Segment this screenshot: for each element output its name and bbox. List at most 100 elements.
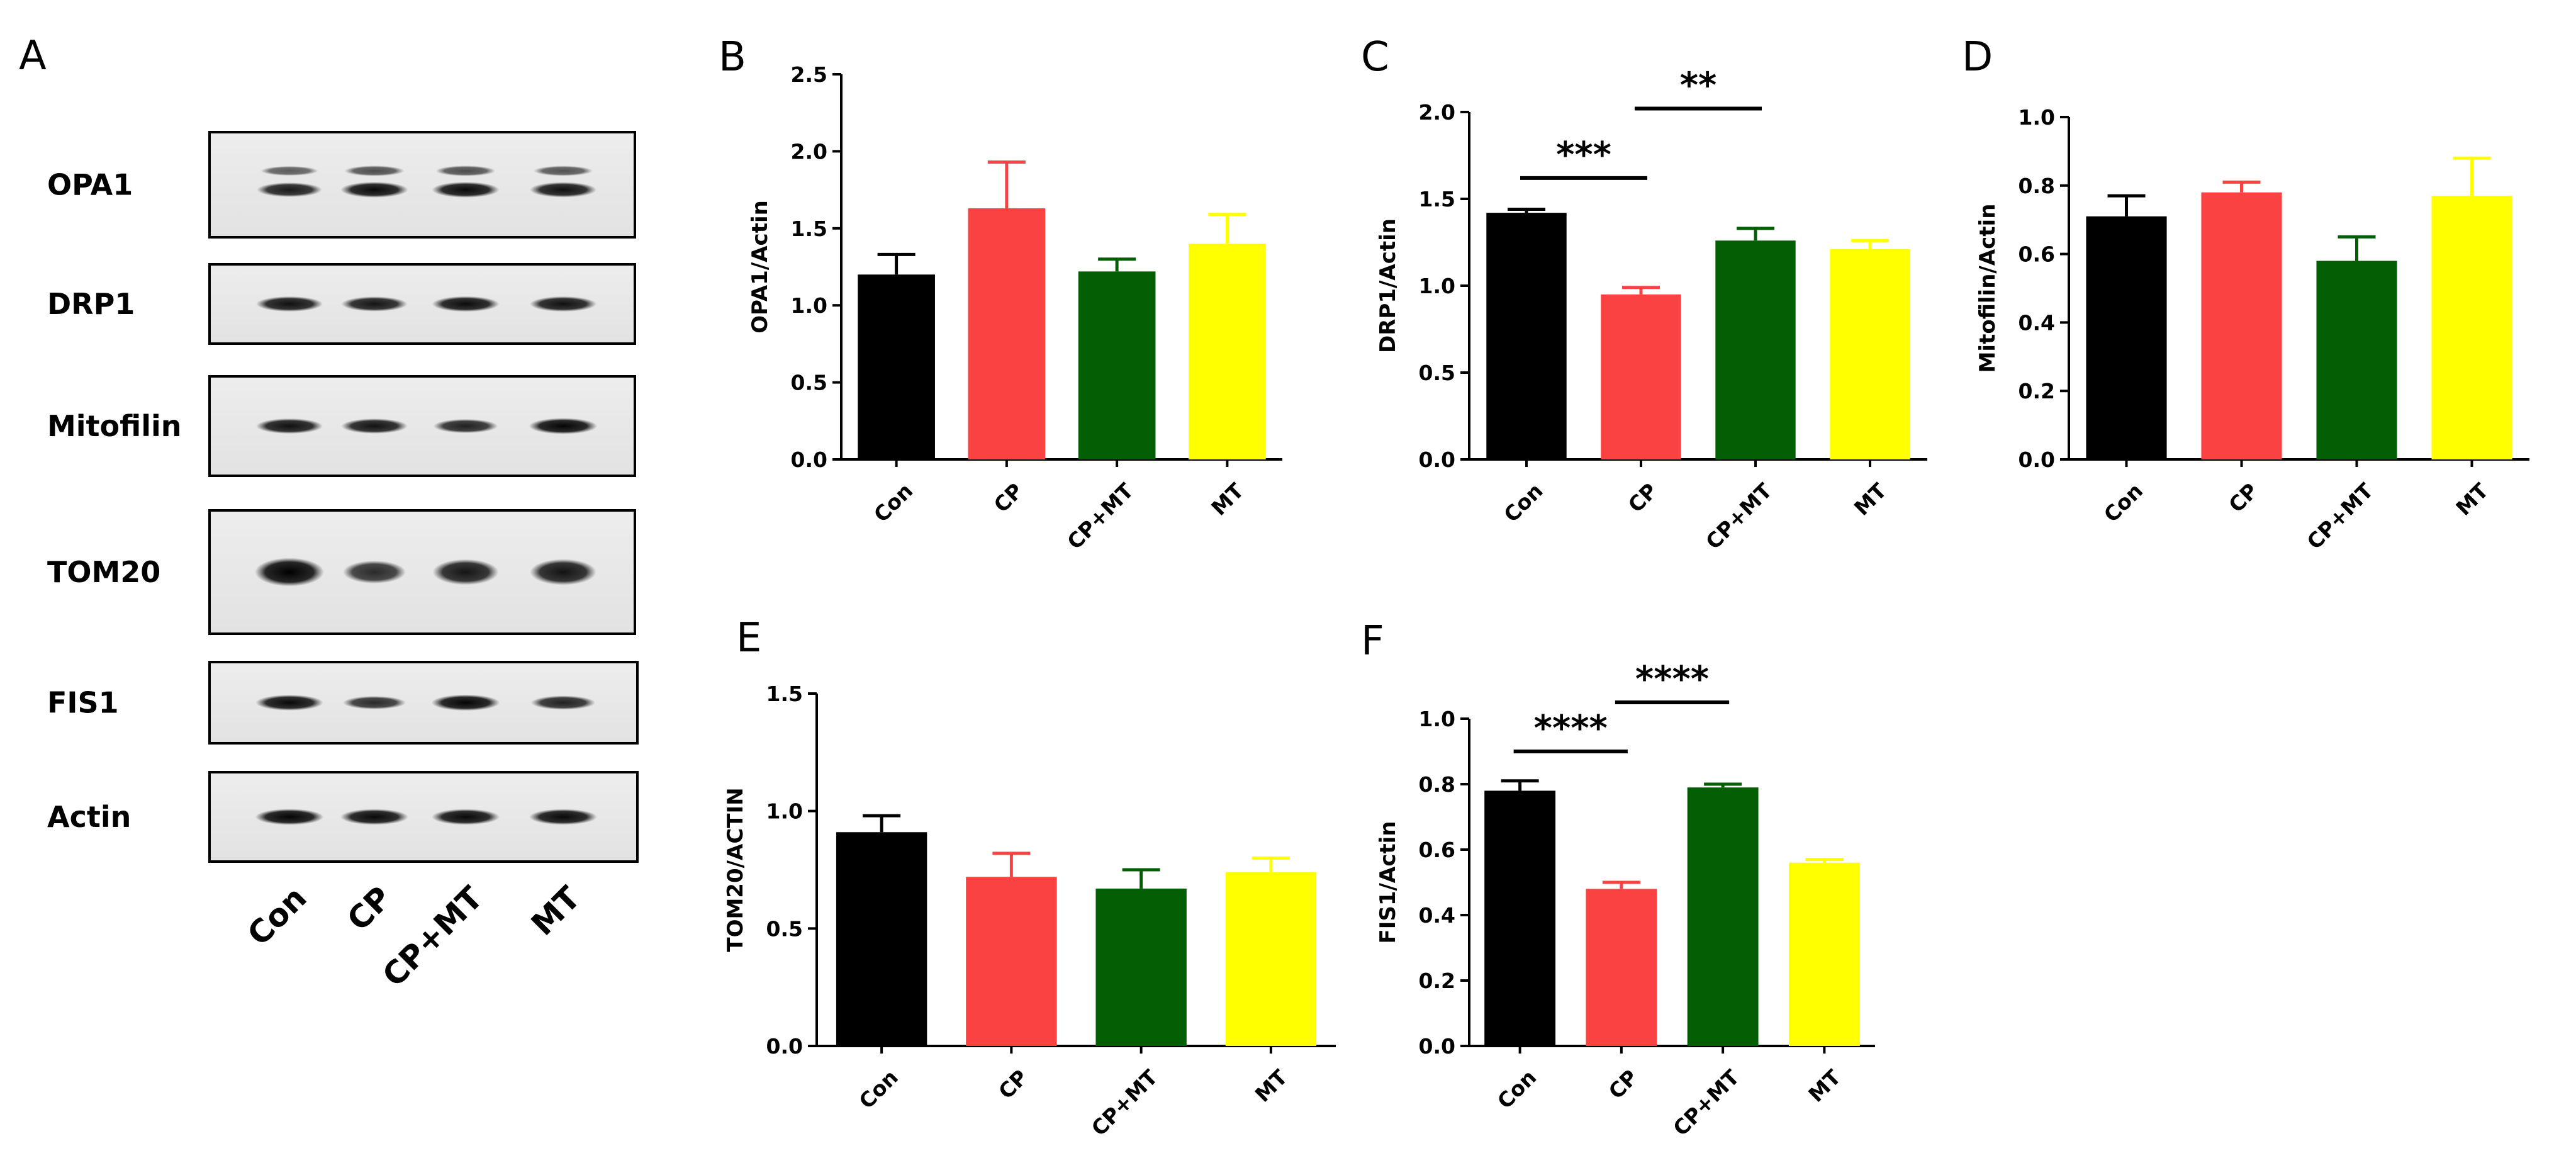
bar (966, 877, 1057, 1046)
y-tick-label: 0.8 (2019, 174, 2055, 198)
blot-band (432, 809, 500, 825)
significance-label: ** (1680, 65, 1717, 106)
y-tick-label: 0.0 (791, 447, 827, 472)
y-tick-label: 0.2 (2019, 379, 2055, 403)
blot-label: DRP1 (47, 287, 135, 321)
blot-band (255, 694, 323, 711)
blot-band (530, 559, 596, 585)
x-tick-label: CP+MT (1701, 478, 1777, 554)
x-tick-label: Con (869, 478, 917, 527)
lane-label: MT (524, 879, 587, 942)
bar (1189, 244, 1266, 459)
bar (858, 274, 935, 459)
bar (1687, 787, 1759, 1046)
blot-label: OPA1 (47, 168, 133, 202)
blot-label: Actin (47, 800, 131, 834)
bar (2201, 192, 2282, 459)
bar (2316, 261, 2397, 459)
blot-band (529, 182, 597, 198)
x-tick-label: CP (1604, 1065, 1643, 1104)
x-tick-label: MT (1849, 478, 1891, 520)
y-tick-label: 1.0 (1419, 274, 1455, 298)
blot-mitofilin: Mitofilin (47, 375, 636, 477)
blot-band (529, 809, 597, 825)
blot-band (433, 419, 498, 434)
chart-f: F 0.0 0.2 0.4 0.6 0.8 1.0 FIS1/Actin Con CP CP+MT M… (1361, 618, 1875, 1141)
y-tick-label: 1.0 (791, 293, 827, 318)
chart-b: B 0.0 0.5 1.0 1.5 2.0 2.5 OPA1/Actin Con CP CP+MT M… (719, 34, 1282, 554)
y-tick-label: 0.0 (2019, 447, 2055, 472)
blot-band (255, 558, 324, 587)
y-axis-label: TOM20/ACTIN (723, 787, 748, 952)
bar (1830, 249, 1910, 459)
x-tick-label: Con (1499, 478, 1547, 527)
blot-fis1: FIS1 (47, 661, 639, 745)
y-axis-label: OPA1/Actin (748, 200, 773, 334)
y-tick-label: 1.0 (1419, 707, 1455, 731)
blot-tom20: TOM20 (47, 509, 636, 635)
y-tick-label: 1.0 (766, 799, 803, 824)
blot-opa1: OPA1 (47, 131, 636, 239)
y-axis-label: FIS1/Actin (1375, 821, 1401, 943)
blot-band-upper (344, 166, 405, 176)
blot-band-upper (435, 166, 496, 176)
lane-label: CP+MT (376, 879, 490, 994)
blot-band (341, 296, 408, 312)
blot-actin: Actin (47, 771, 639, 863)
blot-band (432, 559, 499, 585)
y-tick-label: 0.6 (2019, 242, 2055, 267)
panel-letter: E (736, 615, 761, 661)
bar (1715, 240, 1796, 459)
y-tick-label: 0.5 (791, 371, 827, 395)
y-tick-label: 0.8 (1419, 772, 1455, 797)
x-tick-label: CP+MT (1668, 1065, 1744, 1141)
lane-label: Con (240, 879, 313, 952)
y-tick-label: 1.5 (766, 682, 803, 706)
bar (2086, 216, 2167, 459)
x-tick-label: CP (989, 478, 1028, 517)
bar (1586, 889, 1657, 1046)
y-tick-label: 1.5 (1419, 187, 1455, 211)
blot-band (530, 695, 596, 710)
y-axis-label: Mitofilin/Actin (1975, 204, 2000, 373)
blot-band (432, 181, 500, 198)
blot-band (432, 296, 500, 312)
x-tick-label: Con (1492, 1065, 1541, 1113)
bar (1225, 872, 1317, 1046)
y-tick-label: 0.6 (1419, 838, 1455, 862)
significance-label: *** (1556, 135, 1611, 176)
blot-band (255, 418, 323, 434)
bar (836, 832, 927, 1046)
x-tick-label: CP+MT (1087, 1065, 1163, 1141)
bar (2431, 196, 2512, 459)
y-tick-label: 1.5 (791, 216, 827, 241)
x-tick-label: MT (1206, 478, 1248, 520)
panel-letter: B (719, 34, 746, 81)
blot-band (255, 809, 324, 825)
blot-band-upper (260, 166, 318, 176)
significance-label: **** (1534, 708, 1608, 749)
lane-label: CP (340, 879, 399, 938)
y-tick-label: 0.2 (1419, 969, 1455, 993)
y-tick-label: 2.5 (791, 62, 827, 87)
x-tick-label: CP+MT (1062, 478, 1138, 554)
blot-band-upper (533, 166, 593, 176)
blot-label: FIS1 (47, 686, 119, 720)
blot-label: TOM20 (47, 555, 160, 589)
x-tick-label: MT (1803, 1065, 1845, 1107)
bar (1078, 271, 1156, 459)
bar (1601, 294, 1681, 459)
panel-letter: C (1361, 34, 1389, 81)
y-tick-label: 0.0 (766, 1034, 803, 1059)
x-tick-label: MT (1250, 1065, 1292, 1107)
y-tick-label: 0.0 (1419, 447, 1455, 472)
x-tick-label: Con (2099, 478, 2148, 527)
y-tick-label: 0.5 (1419, 361, 1455, 385)
y-tick-label: 2.0 (791, 139, 827, 164)
x-tick-label: MT (2451, 478, 2493, 520)
blot-label: Mitofilin (47, 409, 182, 443)
blot-band (343, 695, 406, 710)
bar (1484, 790, 1556, 1046)
bar (968, 208, 1046, 459)
panel-letter: F (1361, 618, 1384, 665)
